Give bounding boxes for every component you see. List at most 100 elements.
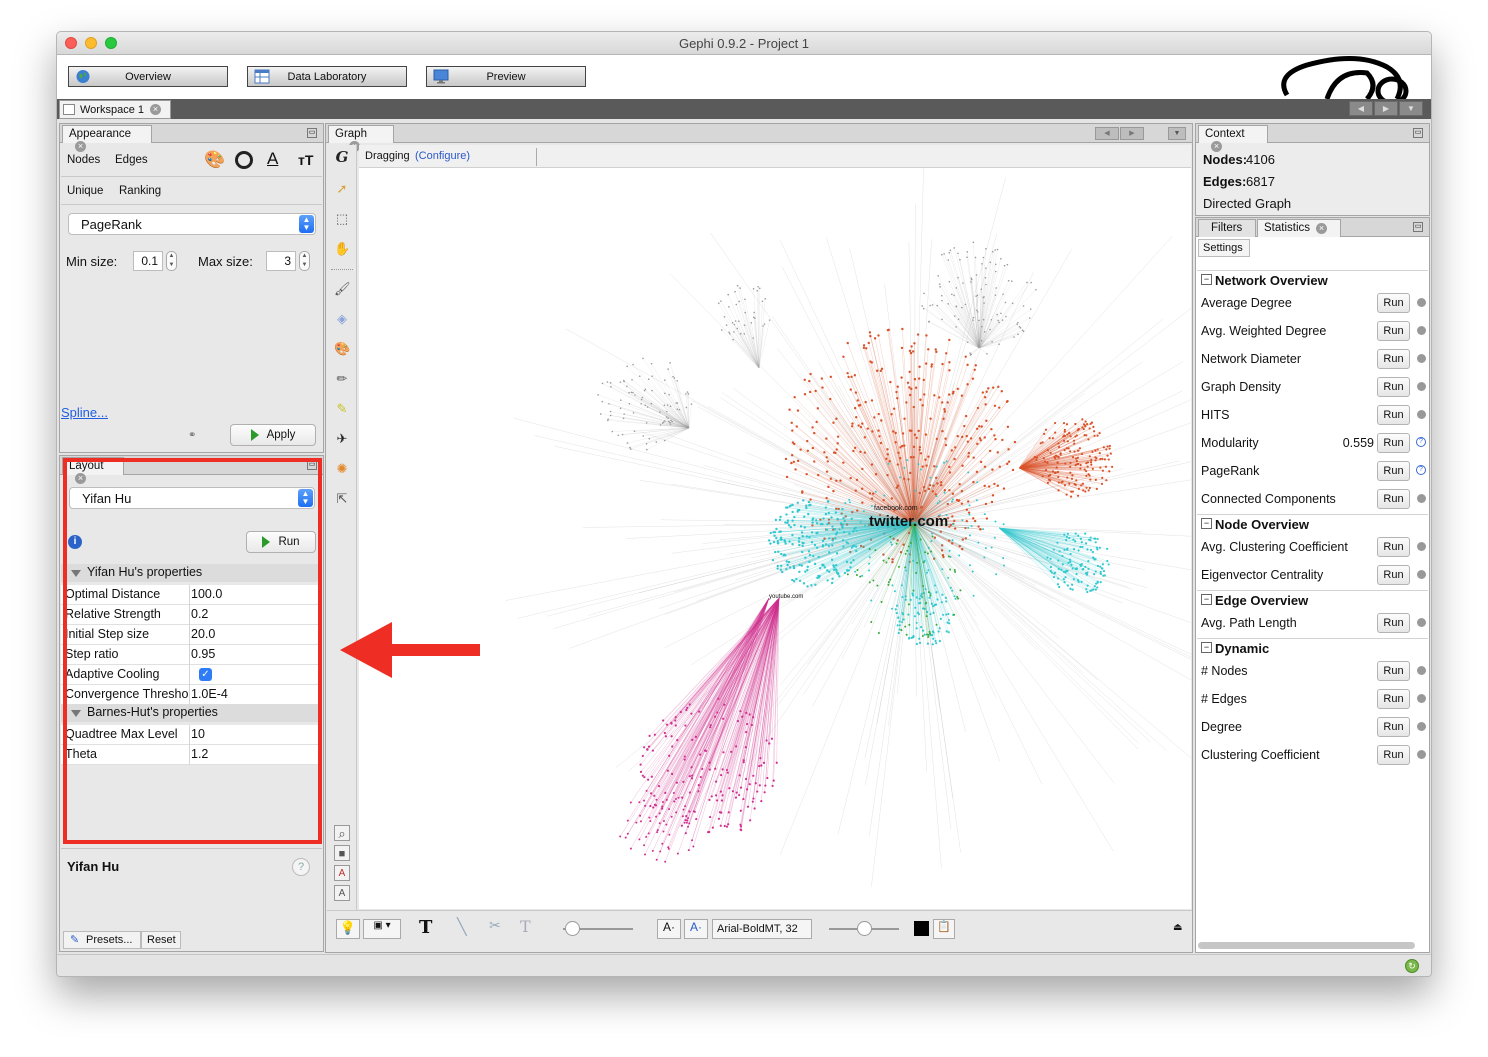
property-value[interactable]: 1.2 [191, 747, 209, 761]
property-row[interactable]: Convergence Threshold 1.0E-4 [61, 685, 322, 705]
dropdown-arrow-icon[interactable]: ▼ [1399, 101, 1423, 116]
statistics-settings-button[interactable]: Settings [1198, 239, 1250, 257]
layout-run-button[interactable]: Run [246, 531, 316, 553]
statistic-run-button[interactable]: Run [1377, 461, 1410, 481]
statistic-run-button[interactable]: Run [1377, 689, 1410, 709]
edge-icon[interactable]: ╲ [457, 919, 467, 936]
unique-tab[interactable]: Unique [67, 185, 104, 197]
label-color-icon[interactable]: A [334, 865, 350, 881]
appearance-tab[interactable]: Appearance× [62, 125, 152, 152]
airplane-icon[interactable]: ✈ [336, 431, 348, 446]
property-row[interactable]: Optimal Distance 100.0 [61, 585, 322, 605]
statistic-run-button[interactable]: Run [1377, 321, 1410, 341]
statistic-run-button[interactable]: Run [1377, 565, 1410, 585]
palette-icon[interactable]: 🎨 [204, 150, 226, 169]
font-decrease-icon[interactable]: A· [657, 919, 681, 939]
layout-tab[interactable]: Layout× [62, 457, 124, 484]
close-window-button[interactable] [65, 37, 77, 49]
adaptive-cooling-checkbox[interactable]: ✓ [199, 668, 212, 681]
statistic-run-button[interactable]: Run [1377, 717, 1410, 737]
network-graph[interactable] [359, 165, 1192, 909]
edge-pencil-icon[interactable]: ✎ [336, 401, 348, 416]
close-icon[interactable]: × [150, 104, 161, 115]
statistic-run-button[interactable]: Run [1377, 537, 1410, 557]
statistic-run-button[interactable]: Run [1377, 293, 1410, 313]
background-color-icon[interactable]: ■ [334, 845, 350, 861]
report-icon[interactable]: ? [1416, 465, 1426, 475]
property-value[interactable]: 10 [191, 727, 205, 741]
minimize-icon[interactable]: ▭ [1413, 222, 1423, 232]
preview-mode-button[interactable]: Preview [426, 66, 586, 87]
horizontal-scrollbar[interactable] [1198, 942, 1415, 949]
edge-color-icon[interactable]: ✂ [489, 917, 501, 933]
label-color-icon[interactable]: A [267, 149, 279, 168]
statistic-run-button[interactable]: Run [1377, 489, 1410, 509]
edge-scale-slider-track[interactable] [563, 928, 633, 930]
apply-button[interactable]: Apply [230, 424, 316, 446]
min-size-input[interactable]: 0.1 [133, 251, 163, 271]
label-size-icon[interactable]: T [520, 917, 531, 936]
collapse-icon[interactable]: ⏏ [1173, 922, 1183, 933]
label-font-icon[interactable]: A [334, 885, 350, 901]
minimize-icon[interactable]: ▭ [1413, 128, 1423, 138]
sun-icon[interactable]: ✺ [336, 461, 348, 476]
edges-tab[interactable]: Edges [115, 154, 148, 166]
property-row[interactable]: Theta 1.2 [61, 745, 322, 765]
label-size-slider-thumb[interactable] [857, 921, 872, 936]
max-size-input[interactable]: 3 [266, 251, 296, 271]
workspace-tab[interactable]: Workspace 1 × [59, 100, 171, 119]
shortest-path-icon[interactable]: ⇱ [336, 491, 348, 506]
property-row[interactable]: Adaptive Cooling ✓ [61, 665, 322, 685]
close-icon[interactable]: × [1211, 141, 1222, 152]
barnes-hut-properties-header[interactable]: Barnes-Hut's properties [61, 704, 322, 722]
label-size-icon[interactable]: тT [298, 152, 314, 168]
label-font-field[interactable]: Arial-BoldMT, 32 [712, 919, 812, 939]
statistic-run-button[interactable]: Run [1377, 661, 1410, 681]
update-icon[interactable]: ↻ [1405, 959, 1419, 973]
drag-hand-icon[interactable]: ✋ [334, 241, 351, 256]
property-row[interactable]: Initial Step size 20.0 [61, 625, 322, 645]
font-color-icon[interactable]: A· [684, 919, 708, 939]
left-arrow-icon[interactable]: ◀ [1095, 127, 1119, 140]
diamond-icon[interactable]: ◈ [337, 311, 347, 326]
yifan-hu-properties-header[interactable]: Yifan Hu's properties [61, 564, 322, 582]
property-value[interactable]: 0.2 [191, 607, 209, 621]
stats-section-header[interactable]: Dynamic [1197, 638, 1428, 656]
statistic-run-button[interactable]: Run [1377, 405, 1410, 425]
help-icon[interactable]: ? [292, 858, 310, 876]
minimize-window-button[interactable] [85, 37, 97, 49]
configure-link[interactable]: (Configure) [415, 150, 471, 162]
rectangle-select-icon[interactable]: ⬚ [335, 211, 349, 226]
data-laboratory-mode-button[interactable]: Data Laboratory [247, 66, 407, 87]
right-arrow-icon[interactable]: ▶ [1374, 101, 1398, 116]
zoom-fit-icon[interactable]: ⌕ [334, 825, 350, 841]
property-value[interactable]: 0.95 [191, 647, 216, 661]
color-palette-icon[interactable]: 🎨 [334, 341, 351, 356]
close-icon[interactable]: × [75, 473, 86, 484]
show-labels-icon[interactable]: T [419, 917, 433, 938]
edge-scale-slider-thumb[interactable] [565, 921, 580, 936]
left-arrow-icon[interactable]: ◀ [1349, 101, 1373, 116]
min-size-stepper[interactable]: ▲ ▼ [166, 251, 177, 271]
statistic-run-button[interactable]: Run [1377, 613, 1410, 633]
stats-section-header[interactable]: Edge Overview [1197, 590, 1428, 608]
screenshot-icon[interactable]: ▣ ▾ [363, 919, 401, 939]
report-icon[interactable]: ? [1416, 437, 1426, 447]
info-icon[interactable]: i [68, 535, 82, 549]
statistic-run-button[interactable]: Run [1377, 433, 1410, 453]
stats-section-header[interactable]: Network Overview [1197, 270, 1428, 288]
dropdown-arrow-icon[interactable]: ▼ [1168, 127, 1186, 140]
close-icon[interactable]: × [1316, 223, 1328, 234]
pointer-icon[interactable]: ➚ [336, 181, 348, 196]
property-value[interactable]: 20.0 [191, 627, 216, 641]
brush-icon[interactable]: 🖌 [334, 281, 351, 296]
ranking-attribute-select[interactable]: PageRank ▲ ▼ [68, 213, 316, 235]
overview-mode-button[interactable]: Overview [68, 66, 228, 87]
presets-button[interactable]: ✎ Presets... [63, 931, 141, 949]
layout-algorithm-select[interactable]: Yifan Hu ▲ ▼ [69, 487, 315, 509]
property-row[interactable]: Step ratio 0.95 [61, 645, 322, 665]
property-row[interactable]: Quadtree Max Level 10 [61, 725, 322, 745]
size-icon[interactable] [235, 151, 253, 169]
reset-button[interactable]: Reset [141, 931, 181, 949]
statistic-run-button[interactable]: Run [1377, 349, 1410, 369]
